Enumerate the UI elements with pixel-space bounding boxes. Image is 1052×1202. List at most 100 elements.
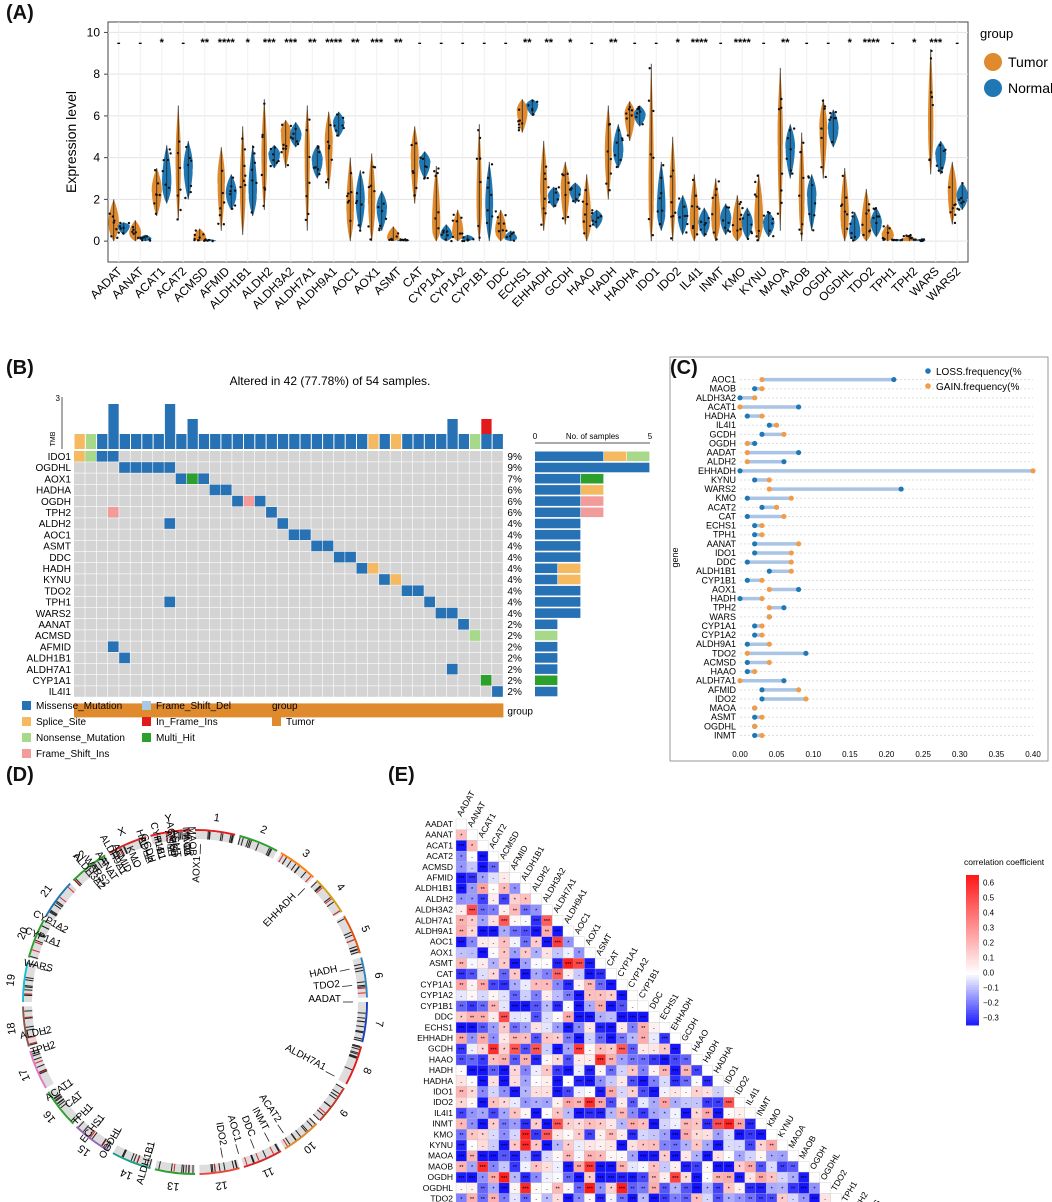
oncoplot-cell xyxy=(119,596,130,608)
oncoplot-cell xyxy=(458,596,469,608)
oncoplot-cell xyxy=(107,473,119,484)
oncoplot-cell xyxy=(220,518,232,529)
data-point xyxy=(158,193,161,197)
oncoplot-cell xyxy=(243,663,255,675)
significance-mark: ** xyxy=(781,37,790,49)
oncoplot-cell xyxy=(209,540,221,552)
oncoplot-cell xyxy=(74,518,85,529)
oncoplot-cell xyxy=(96,462,108,473)
data-point xyxy=(452,213,455,217)
colorbar-segment xyxy=(966,930,979,933)
gain-point xyxy=(788,559,794,565)
data-point xyxy=(928,158,931,161)
gene-label: AFMID xyxy=(40,642,71,653)
oncoplot-cell xyxy=(266,484,277,496)
significance-mark: - xyxy=(633,37,637,49)
oncoplot-cell xyxy=(119,484,130,496)
data-point xyxy=(414,142,418,145)
corr-significance: *** xyxy=(544,1144,551,1150)
oncoplot-cell xyxy=(367,495,379,507)
tmb-bar xyxy=(447,419,458,434)
data-point xyxy=(450,239,453,243)
oncoplot-cell xyxy=(288,551,300,563)
x-tick-label: 0.30 xyxy=(952,750,968,759)
oncoplot-cell xyxy=(390,686,402,697)
corr-significance: ** xyxy=(534,1015,539,1021)
corr-significance: *** xyxy=(704,1122,711,1128)
data-point xyxy=(547,201,551,204)
corr-significance: - xyxy=(685,1090,687,1096)
y-axis-label: Expression level xyxy=(63,91,79,193)
loss-point xyxy=(803,650,809,656)
oncoplot-cell xyxy=(345,663,356,675)
oncoplot-cell xyxy=(345,495,356,507)
data-point xyxy=(691,178,695,182)
chromosome-label: 3 xyxy=(300,847,312,860)
legend-title: group xyxy=(980,26,1013,41)
oncoplot-cell xyxy=(288,462,300,473)
oncoplot-cell xyxy=(254,663,266,675)
gene-connector xyxy=(172,845,175,856)
oncoplot-cell xyxy=(175,675,187,686)
corr-significance: * xyxy=(567,940,570,946)
corr-significance: *** xyxy=(469,1026,476,1032)
oncoplot-cell xyxy=(367,540,379,552)
data-point xyxy=(656,210,659,213)
oncoplot-cell xyxy=(198,596,209,608)
cytoband xyxy=(309,1117,316,1125)
corr-significance: *** xyxy=(576,1176,583,1182)
corr-significance: * xyxy=(535,1165,538,1171)
cytoband xyxy=(156,835,160,844)
corr-significance: ** xyxy=(609,1133,614,1139)
oncoplot-cell xyxy=(232,663,243,675)
oncoplot-cell xyxy=(469,596,481,608)
corr-significance: * xyxy=(503,962,506,968)
data-point xyxy=(721,219,725,222)
corr-significance: *** xyxy=(544,1133,551,1139)
corr-significance: *** xyxy=(565,1026,572,1032)
gain-point xyxy=(744,650,750,656)
oncoplot-cell xyxy=(300,607,311,619)
corr-significance: *** xyxy=(629,1015,636,1021)
oncoplot-cell xyxy=(356,686,368,697)
corr-significance: *** xyxy=(458,940,465,946)
oncoplot-cell xyxy=(119,451,130,462)
data-point xyxy=(115,228,118,231)
oncoplot-cell xyxy=(367,451,379,462)
oncoplot-cell xyxy=(413,641,424,652)
oncoplot-cell xyxy=(300,686,311,697)
data-point xyxy=(489,193,493,197)
colorbar-segment xyxy=(966,952,979,956)
cytoband xyxy=(60,1102,68,1109)
tmb-bar xyxy=(481,434,492,449)
data-point xyxy=(179,188,182,191)
oncoplot-cell xyxy=(141,663,153,675)
significance-mark: * xyxy=(160,37,165,49)
gene-connector xyxy=(130,857,136,867)
oncoplot-cell xyxy=(141,607,153,619)
gene-label: WARS2 xyxy=(704,484,736,494)
oncoplot-cell xyxy=(74,585,85,596)
percent-label: 4% xyxy=(507,553,522,564)
oncoplot-cell xyxy=(164,686,176,697)
mutation-cell xyxy=(266,507,277,518)
gene-label: ACMSD xyxy=(35,631,71,642)
gene-label: AOX1 xyxy=(191,855,203,882)
data-point xyxy=(583,232,586,235)
data-point xyxy=(501,229,504,232)
cytoband xyxy=(173,832,176,841)
data-point xyxy=(669,175,673,178)
data-point xyxy=(861,223,864,226)
gain-point xyxy=(788,495,794,501)
oncoplot-cell xyxy=(413,495,424,507)
oncoplot-cell xyxy=(277,451,289,462)
corr-significance: * xyxy=(653,1080,656,1086)
cytoband xyxy=(181,1164,183,1173)
data-point xyxy=(217,222,220,225)
oncoplot-cell xyxy=(220,675,232,686)
corr-significance: *** xyxy=(587,973,594,979)
tmb-label: TMB xyxy=(50,431,57,446)
side-bar xyxy=(535,597,581,607)
cytoband xyxy=(24,1017,33,1020)
oncoplot-cell xyxy=(413,607,424,619)
